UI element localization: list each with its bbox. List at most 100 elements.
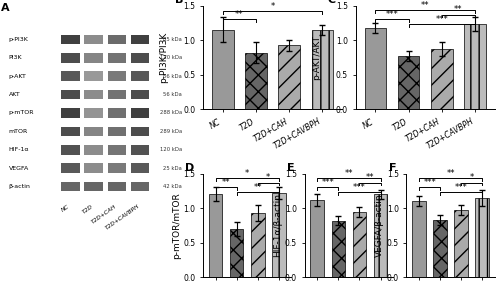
Text: 120 kDa: 120 kDa xyxy=(160,147,182,152)
Bar xyxy=(84,71,103,81)
Bar xyxy=(108,35,126,44)
Y-axis label: VEGFA/β-actin: VEGFA/β-actin xyxy=(376,194,384,257)
Bar xyxy=(131,35,150,44)
Text: 289 kDa: 289 kDa xyxy=(160,129,182,134)
Bar xyxy=(61,182,80,191)
Text: **: ** xyxy=(344,169,353,178)
Bar xyxy=(131,145,150,155)
Text: *: * xyxy=(470,173,474,182)
Bar xyxy=(212,30,234,109)
Bar xyxy=(208,194,222,277)
Bar xyxy=(476,198,489,277)
Text: 85 kDa: 85 kDa xyxy=(164,37,182,42)
Text: ***: *** xyxy=(322,178,334,187)
Bar xyxy=(131,108,150,118)
Bar xyxy=(352,212,366,277)
Bar xyxy=(84,90,103,99)
Text: **: ** xyxy=(254,183,262,192)
Text: ***: *** xyxy=(455,183,468,192)
Bar xyxy=(61,90,80,99)
Text: C: C xyxy=(328,0,336,5)
Bar xyxy=(84,127,103,136)
Bar xyxy=(84,182,103,191)
Text: A: A xyxy=(2,3,10,13)
Text: 56 kDa: 56 kDa xyxy=(164,74,182,79)
Bar xyxy=(108,53,126,63)
Bar xyxy=(454,210,468,277)
Y-axis label: p-PI3K/PI3K: p-PI3K/PI3K xyxy=(159,32,168,83)
Bar xyxy=(131,53,150,63)
Text: 42 kDa: 42 kDa xyxy=(164,184,182,189)
Bar xyxy=(374,194,388,277)
Text: ***: *** xyxy=(353,183,366,192)
Text: F: F xyxy=(388,163,396,173)
Text: 25 kDa: 25 kDa xyxy=(164,166,182,171)
Bar xyxy=(61,35,80,44)
Text: T2D+CAVBPH: T2D+CAVBPH xyxy=(104,204,140,231)
Text: E: E xyxy=(287,163,294,173)
Text: *: * xyxy=(245,169,250,178)
Bar xyxy=(464,24,486,109)
Bar xyxy=(84,35,103,44)
Bar xyxy=(431,49,452,109)
Bar xyxy=(278,45,300,109)
Y-axis label: HIF-1α/β-actin: HIF-1α/β-actin xyxy=(274,194,282,258)
Text: **: ** xyxy=(421,1,430,10)
Text: T2D+CAH: T2D+CAH xyxy=(90,204,117,225)
Text: ***: *** xyxy=(436,15,448,24)
Bar xyxy=(84,53,103,63)
Bar xyxy=(131,90,150,99)
Text: mTOR: mTOR xyxy=(8,129,28,134)
Text: HIF-1α: HIF-1α xyxy=(8,147,29,152)
Bar xyxy=(131,71,150,81)
Text: T2D: T2D xyxy=(81,204,94,215)
Text: 288 kDa: 288 kDa xyxy=(160,110,182,115)
Bar xyxy=(131,127,150,136)
Text: p-mTOR: p-mTOR xyxy=(8,110,34,115)
Text: *: * xyxy=(266,173,270,182)
Bar xyxy=(61,163,80,173)
Bar xyxy=(364,28,386,109)
Y-axis label: p-AKT/AKT: p-AKT/AKT xyxy=(312,35,320,80)
Text: ***: *** xyxy=(386,10,398,19)
Bar xyxy=(131,163,150,173)
Y-axis label: p-mTOR/mTOR: p-mTOR/mTOR xyxy=(172,192,180,259)
Bar xyxy=(434,220,447,277)
Text: **: ** xyxy=(235,10,244,19)
Bar xyxy=(84,108,103,118)
Text: *: * xyxy=(270,2,274,11)
Text: p-AKT: p-AKT xyxy=(8,74,26,79)
Bar xyxy=(61,127,80,136)
Bar xyxy=(272,193,285,277)
Text: p-PI3K: p-PI3K xyxy=(8,37,28,42)
Bar xyxy=(131,182,150,191)
Text: β-actin: β-actin xyxy=(8,184,30,189)
Text: 110 kDa: 110 kDa xyxy=(160,55,182,60)
Text: PI3K: PI3K xyxy=(8,55,22,60)
Bar xyxy=(398,56,419,109)
Bar xyxy=(61,53,80,63)
Text: VEGFA: VEGFA xyxy=(8,166,29,171)
Bar xyxy=(412,201,426,277)
Bar xyxy=(61,145,80,155)
Text: **: ** xyxy=(222,178,230,187)
Bar xyxy=(61,71,80,81)
Bar xyxy=(108,127,126,136)
Bar xyxy=(84,145,103,155)
Bar xyxy=(245,53,267,109)
Bar xyxy=(251,213,264,277)
Bar xyxy=(312,30,333,109)
Text: **: ** xyxy=(446,169,455,178)
Text: NC: NC xyxy=(60,204,70,213)
Text: AKT: AKT xyxy=(8,92,20,97)
Bar xyxy=(108,145,126,155)
Bar xyxy=(108,182,126,191)
Bar xyxy=(61,108,80,118)
Text: **: ** xyxy=(366,173,374,182)
Bar xyxy=(310,200,324,277)
Text: ***: *** xyxy=(423,178,436,187)
Bar xyxy=(332,221,345,277)
Text: D: D xyxy=(185,163,194,173)
Bar xyxy=(108,90,126,99)
Bar xyxy=(84,163,103,173)
